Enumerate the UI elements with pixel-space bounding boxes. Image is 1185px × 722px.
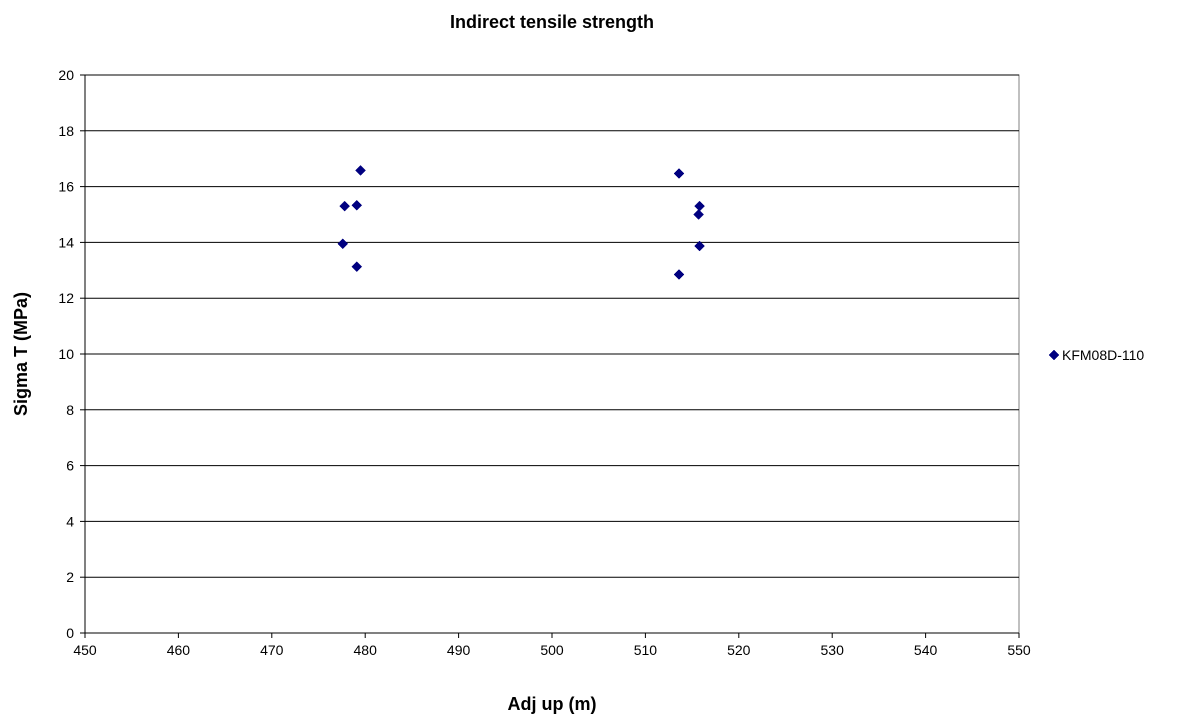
x-tick-label: 480	[354, 642, 378, 658]
legend: KFM08D-110	[1048, 347, 1144, 363]
x-tick-label: 490	[447, 642, 471, 658]
data-point	[355, 165, 366, 176]
x-tick-label: 530	[821, 642, 845, 658]
y-tick-label: 8	[66, 402, 74, 418]
y-tick-label: 12	[58, 290, 74, 306]
data-point	[694, 200, 705, 212]
legend-marker	[1048, 349, 1060, 361]
x-tick-label: 520	[727, 642, 751, 658]
y-tick-label: 10	[58, 346, 74, 362]
data-point	[351, 199, 363, 211]
y-tick-label: 18	[58, 123, 74, 139]
plot-area: 0 2 4 6 8 10 12 14 16 18 20 450 460 470 480 490 500 510 52…	[58, 67, 1030, 658]
x-tick-label: 450	[73, 642, 97, 658]
y-tick-label: 20	[58, 67, 74, 83]
data-point	[351, 261, 363, 273]
x-tick-label: 550	[1007, 642, 1031, 658]
y-tick-label: 4	[66, 513, 74, 529]
data-point	[339, 200, 351, 212]
x-tick-label: 460	[167, 642, 191, 658]
data-point	[693, 209, 704, 220]
y-tick-label: 0	[66, 625, 74, 641]
data-point	[337, 238, 349, 250]
x-tick-label: 470	[260, 642, 284, 658]
data-point	[673, 168, 685, 179]
y-tick-label: 16	[58, 179, 74, 195]
y-tick-label: 2	[66, 569, 74, 585]
x-axis-label: Adj up (m)	[508, 694, 597, 714]
y-axis-label: Sigma T (MPa)	[11, 292, 31, 416]
data-point	[694, 240, 705, 252]
chart-title: Indirect tensile strength	[450, 12, 654, 32]
legend-label: KFM08D-110	[1062, 347, 1144, 363]
data-point	[673, 269, 685, 280]
x-tick-label: 540	[914, 642, 938, 658]
y-tick-label: 6	[66, 458, 74, 474]
y-tick-label: 14	[58, 234, 74, 250]
x-tick-label: 500	[540, 642, 564, 658]
x-tick-label: 510	[634, 642, 658, 658]
